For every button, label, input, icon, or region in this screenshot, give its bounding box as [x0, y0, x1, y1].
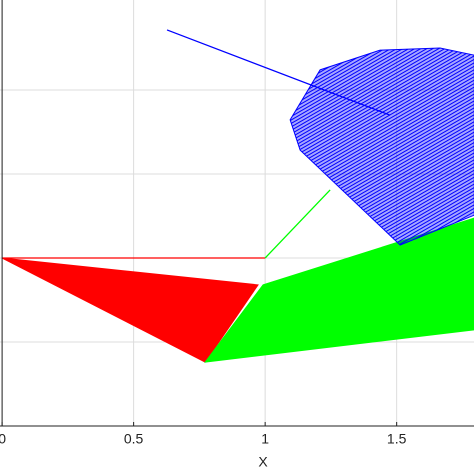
fan-region: [289, 47, 474, 246]
fan-region: [1, 257, 259, 363]
x-tick-label: 0: [0, 431, 6, 447]
x-tick-label: 1.5: [387, 431, 407, 447]
x-tick-label: 1: [261, 431, 269, 447]
x-tick-label: 0.5: [124, 431, 144, 447]
x-axis-label: X: [258, 454, 268, 470]
link-line: [264, 189, 331, 259]
